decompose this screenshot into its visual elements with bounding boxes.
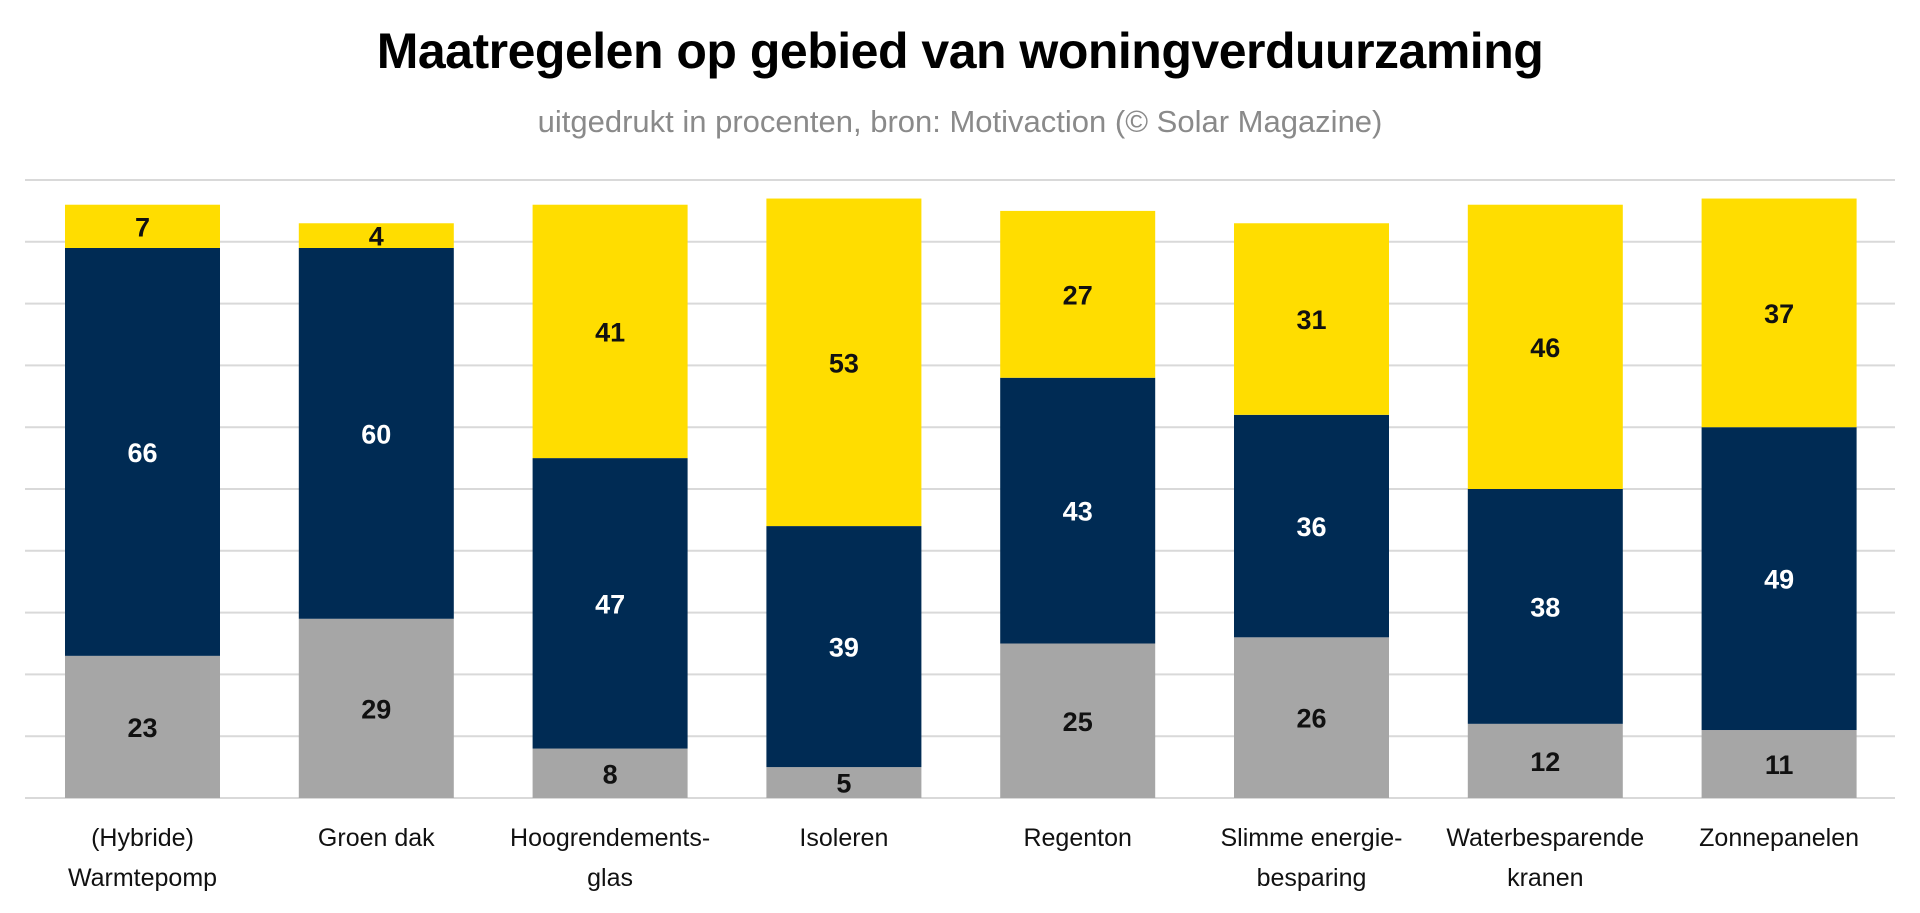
data-label: 11: [1765, 750, 1794, 780]
bar-segment-yellow: [1000, 210, 1156, 378]
data-label: 60: [361, 419, 391, 449]
bar-segment-yellow: [1701, 198, 1857, 428]
category-label: besparing: [1257, 864, 1367, 892]
data-label: 25: [1063, 707, 1093, 737]
category-label: (Hybride): [91, 824, 194, 852]
bar-segment-navy: [65, 247, 220, 656]
data-label: 66: [127, 438, 157, 468]
data-label: 29: [361, 694, 391, 724]
category-label: Isoleren: [799, 824, 888, 852]
data-label: 4: [369, 222, 384, 252]
category-label: kranen: [1507, 864, 1583, 892]
bar-segment-grey: [1234, 637, 1389, 798]
bar-segment-grey: [298, 618, 454, 798]
bar-segment-navy: [1467, 489, 1623, 724]
data-label: 43: [1063, 497, 1093, 527]
category-label: Regenton: [1023, 824, 1131, 852]
bar-segment-yellow: [298, 223, 454, 248]
data-label: 7: [135, 212, 150, 242]
chart-subtitle: uitgedrukt in procenten, bron: Motivacti…: [537, 104, 1383, 139]
category-label: Hoogrendements-: [510, 824, 710, 852]
data-label: 47: [595, 589, 625, 619]
data-label: 12: [1530, 747, 1560, 777]
bars: [65, 198, 1857, 798]
category-label: Waterbesparende: [1446, 824, 1644, 852]
data-label: 36: [1296, 512, 1326, 542]
segment-labels: 23 66 7 29 60 4 8 47 41 5 39 53 25 43 27 26 36 31 12 38 46 11…: [127, 212, 1794, 798]
bar-segment-grey: [1701, 730, 1857, 798]
x-axis-labels: (Hybride) Warmtepomp Groen dak Hoogrendemen…: [68, 824, 1859, 892]
data-label: 37: [1764, 299, 1794, 329]
category-label: Zonnepanelen: [1699, 824, 1859, 852]
data-label: 41: [595, 317, 625, 347]
bar-segment-navy: [1000, 377, 1156, 644]
category-label: Groen dak: [318, 824, 435, 852]
bar-segment-grey: [1467, 723, 1623, 798]
bar-segment-grey: [1000, 643, 1156, 798]
data-label: 46: [1530, 333, 1560, 363]
bar-segment-yellow: [1234, 223, 1389, 415]
data-label: 31: [1296, 305, 1326, 335]
bar-segment-grey: [532, 748, 688, 798]
data-label: 27: [1063, 280, 1093, 310]
bar-segment-yellow: [1467, 204, 1623, 489]
data-label: 39: [829, 633, 859, 663]
data-label: 8: [603, 759, 618, 789]
bar-segment-grey: [766, 767, 922, 798]
category-label: glas: [587, 864, 633, 892]
bar-segment-navy: [1234, 414, 1389, 638]
data-label: 5: [836, 769, 851, 799]
bar-segment-navy: [1701, 427, 1857, 731]
bar-segment-navy: [532, 458, 688, 749]
data-label: 26: [1296, 704, 1326, 734]
bar-segment-grey: [65, 655, 220, 798]
bar-segment-yellow: [65, 204, 220, 248]
bar-segment-navy: [766, 526, 922, 768]
category-label: Warmtepomp: [68, 864, 217, 892]
data-label: 23: [127, 713, 157, 743]
bar-segment-yellow: [766, 198, 922, 527]
data-label: 38: [1530, 592, 1560, 622]
chart-title: Maatregelen op gebied van woningverduurz…: [376, 23, 1544, 79]
data-label: 49: [1764, 565, 1794, 595]
category-label: Slimme energie-: [1220, 824, 1402, 852]
bar-segment-navy: [298, 247, 454, 619]
data-label: 53: [829, 348, 859, 378]
bar-segment-yellow: [532, 204, 688, 459]
